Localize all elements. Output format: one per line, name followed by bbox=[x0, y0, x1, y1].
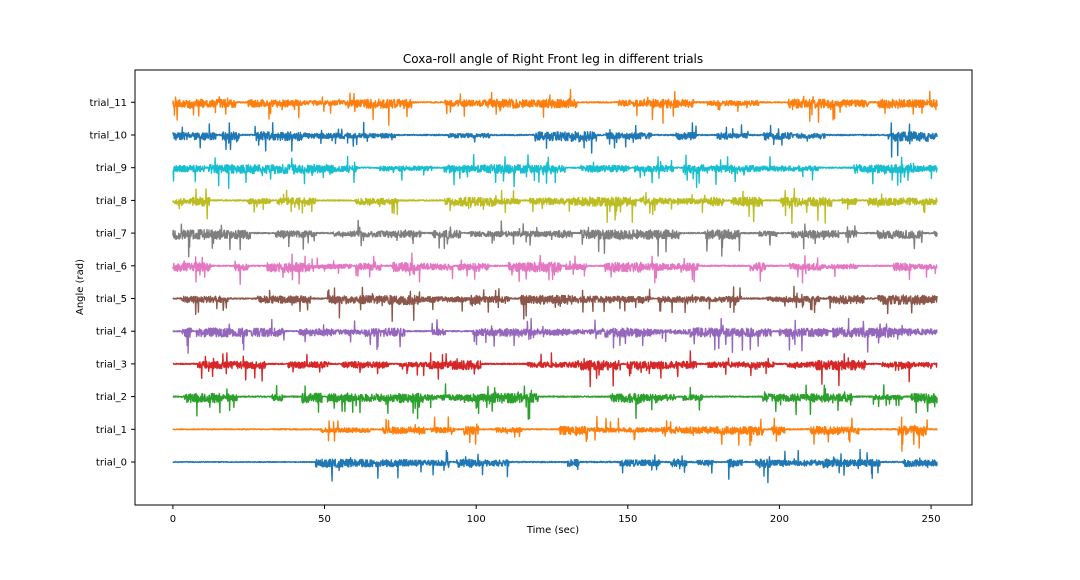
y-tick-label: trial_7 bbox=[96, 229, 127, 240]
series-line-trial-8 bbox=[172, 187, 938, 224]
y-tick-label: trial_2 bbox=[96, 392, 127, 403]
series-line-trial-11 bbox=[172, 89, 938, 126]
x-axis-label: Time (sec) bbox=[526, 525, 579, 536]
series-line-trial-10 bbox=[172, 121, 938, 158]
y-tick-label: trial_11 bbox=[90, 98, 127, 109]
x-tick-label: 50 bbox=[318, 514, 331, 525]
series-line-trial-2 bbox=[172, 383, 938, 420]
y-tick-label: trial_4 bbox=[96, 327, 127, 338]
y-tick-label: trial_0 bbox=[96, 458, 127, 469]
x-tick-label: 100 bbox=[467, 514, 486, 525]
series-line-trial-1 bbox=[172, 415, 938, 452]
series-line-trial-3 bbox=[172, 350, 938, 388]
y-axis: trial_0 trial_1 trial_2 trial_3 trial_4 trial… bbox=[90, 98, 135, 469]
y-tick-label: trial_6 bbox=[96, 261, 127, 272]
y-tick-label: trial_5 bbox=[96, 294, 127, 305]
series-line-trial-0 bbox=[172, 448, 938, 484]
series-line-trial-9 bbox=[172, 154, 938, 189]
x-tick-label: 0 bbox=[170, 514, 176, 525]
series-layer bbox=[172, 89, 938, 484]
y-tick-label: trial_9 bbox=[96, 163, 127, 174]
chart-title: Coxa-roll angle of Right Front leg in di… bbox=[403, 52, 703, 66]
series-line-trial-6 bbox=[172, 252, 938, 285]
y-tick-label: trial_8 bbox=[96, 196, 127, 207]
series-line-trial-7 bbox=[172, 219, 938, 258]
plot-frame bbox=[134, 69, 973, 506]
y-tick-label: trial_1 bbox=[96, 425, 127, 436]
y-tick-label: trial_10 bbox=[90, 131, 127, 142]
x-tick-label: 150 bbox=[618, 514, 637, 525]
y-axis-label: Angle (rad) bbox=[75, 259, 86, 315]
y-tick-label: trial_3 bbox=[96, 359, 127, 370]
series-line-trial-4 bbox=[172, 318, 938, 354]
x-tick-label: 200 bbox=[770, 514, 789, 525]
x-axis: 0 50 100 150 200 250 bbox=[170, 505, 941, 525]
series-line-trial-5 bbox=[172, 285, 938, 322]
x-tick-label: 250 bbox=[922, 514, 941, 525]
